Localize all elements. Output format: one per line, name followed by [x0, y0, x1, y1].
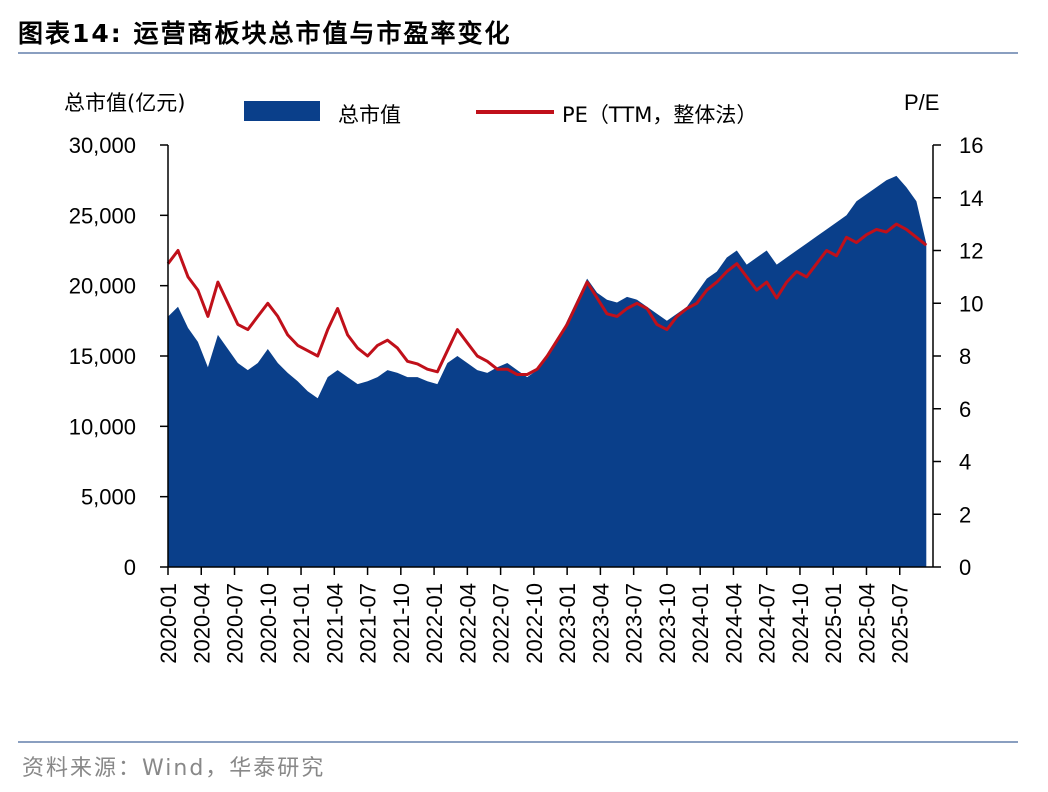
legend-area-swatch	[244, 101, 320, 121]
x-tick-label: 2024-04	[721, 583, 746, 664]
left-tick-label: 0	[124, 555, 136, 580]
chart: 总市值(亿元) 总市值 PE（TTM，整体法） P/E 0 5,000 10,000…	[64, 90, 984, 664]
x-tick-label: 2023-01	[555, 583, 580, 664]
left-tick-label: 25,000	[69, 203, 136, 228]
x-tick-label: 2025-07	[888, 583, 913, 664]
x-tick-label: 2025-01	[821, 583, 846, 664]
x-tick-label: 2022-07	[489, 583, 514, 664]
x-tick-label: 2024-07	[755, 583, 780, 664]
legend: 总市值(亿元) 总市值 PE（TTM，整体法） P/E	[64, 90, 939, 127]
right-tick-label: 14	[959, 186, 983, 211]
x-tick-label: 2023-04	[588, 583, 613, 664]
x-tick-label: 2020-04	[189, 583, 214, 664]
pe-line	[166, 222, 928, 376]
left-tick-label: 5,000	[81, 485, 136, 510]
right-tick-label: 10	[959, 291, 983, 316]
page-title: 图表14: 运营商板块总市值与市盈率变化	[18, 19, 512, 48]
left-tick-label: 20,000	[69, 274, 136, 299]
axes: 0 5,000 10,000 15,000 20,000 25,000 30,000 0 2 4 6…	[69, 133, 984, 664]
title-rule	[18, 52, 1018, 54]
x-tick-label: 2020-07	[223, 583, 248, 664]
left-axis-label: 总市值(亿元)	[64, 91, 185, 115]
left-tick-label: 15,000	[69, 344, 136, 369]
x-tick-label: 2024-01	[688, 583, 713, 664]
x-tick-label: 2020-01	[156, 583, 181, 664]
x-tick-label: 2022-01	[422, 583, 447, 664]
legend-area-label: 总市值	[338, 103, 401, 127]
x-tick-label: 2022-10	[522, 583, 547, 664]
x-tick-label: 2022-04	[455, 583, 480, 664]
x-tick-label: 2024-10	[788, 583, 813, 664]
x-tick-label: 2021-04	[322, 583, 347, 664]
source-note: 资料来源：Wind，华泰研究	[22, 756, 326, 781]
x-tick-label: 2020-10	[256, 583, 281, 664]
right-axis-label: P/E	[904, 90, 939, 115]
right-tick-label: 16	[959, 133, 983, 158]
x-tick-label: 2023-10	[655, 583, 680, 664]
legend-line-label: PE（TTM，整体法）	[562, 103, 757, 127]
plot-area	[166, 175, 928, 567]
x-tick-label: 2023-07	[622, 583, 647, 664]
right-tick-label: 2	[959, 502, 971, 527]
left-tick-label: 30,000	[69, 133, 136, 158]
right-tick-label: 0	[959, 555, 971, 580]
x-tick-label: 2021-01	[289, 583, 314, 664]
right-tick-label: 4	[959, 450, 971, 475]
x-tick-label: 2021-10	[389, 583, 414, 664]
x-tick-label: 2021-07	[356, 583, 381, 664]
left-tick-label: 10,000	[69, 414, 136, 439]
x-tick-label: 2025-04	[854, 583, 879, 664]
source-rule	[18, 741, 1018, 743]
right-tick-label: 6	[959, 397, 971, 422]
right-tick-label: 12	[959, 239, 983, 264]
market-cap-area	[168, 175, 927, 567]
right-tick-label: 8	[959, 344, 971, 369]
